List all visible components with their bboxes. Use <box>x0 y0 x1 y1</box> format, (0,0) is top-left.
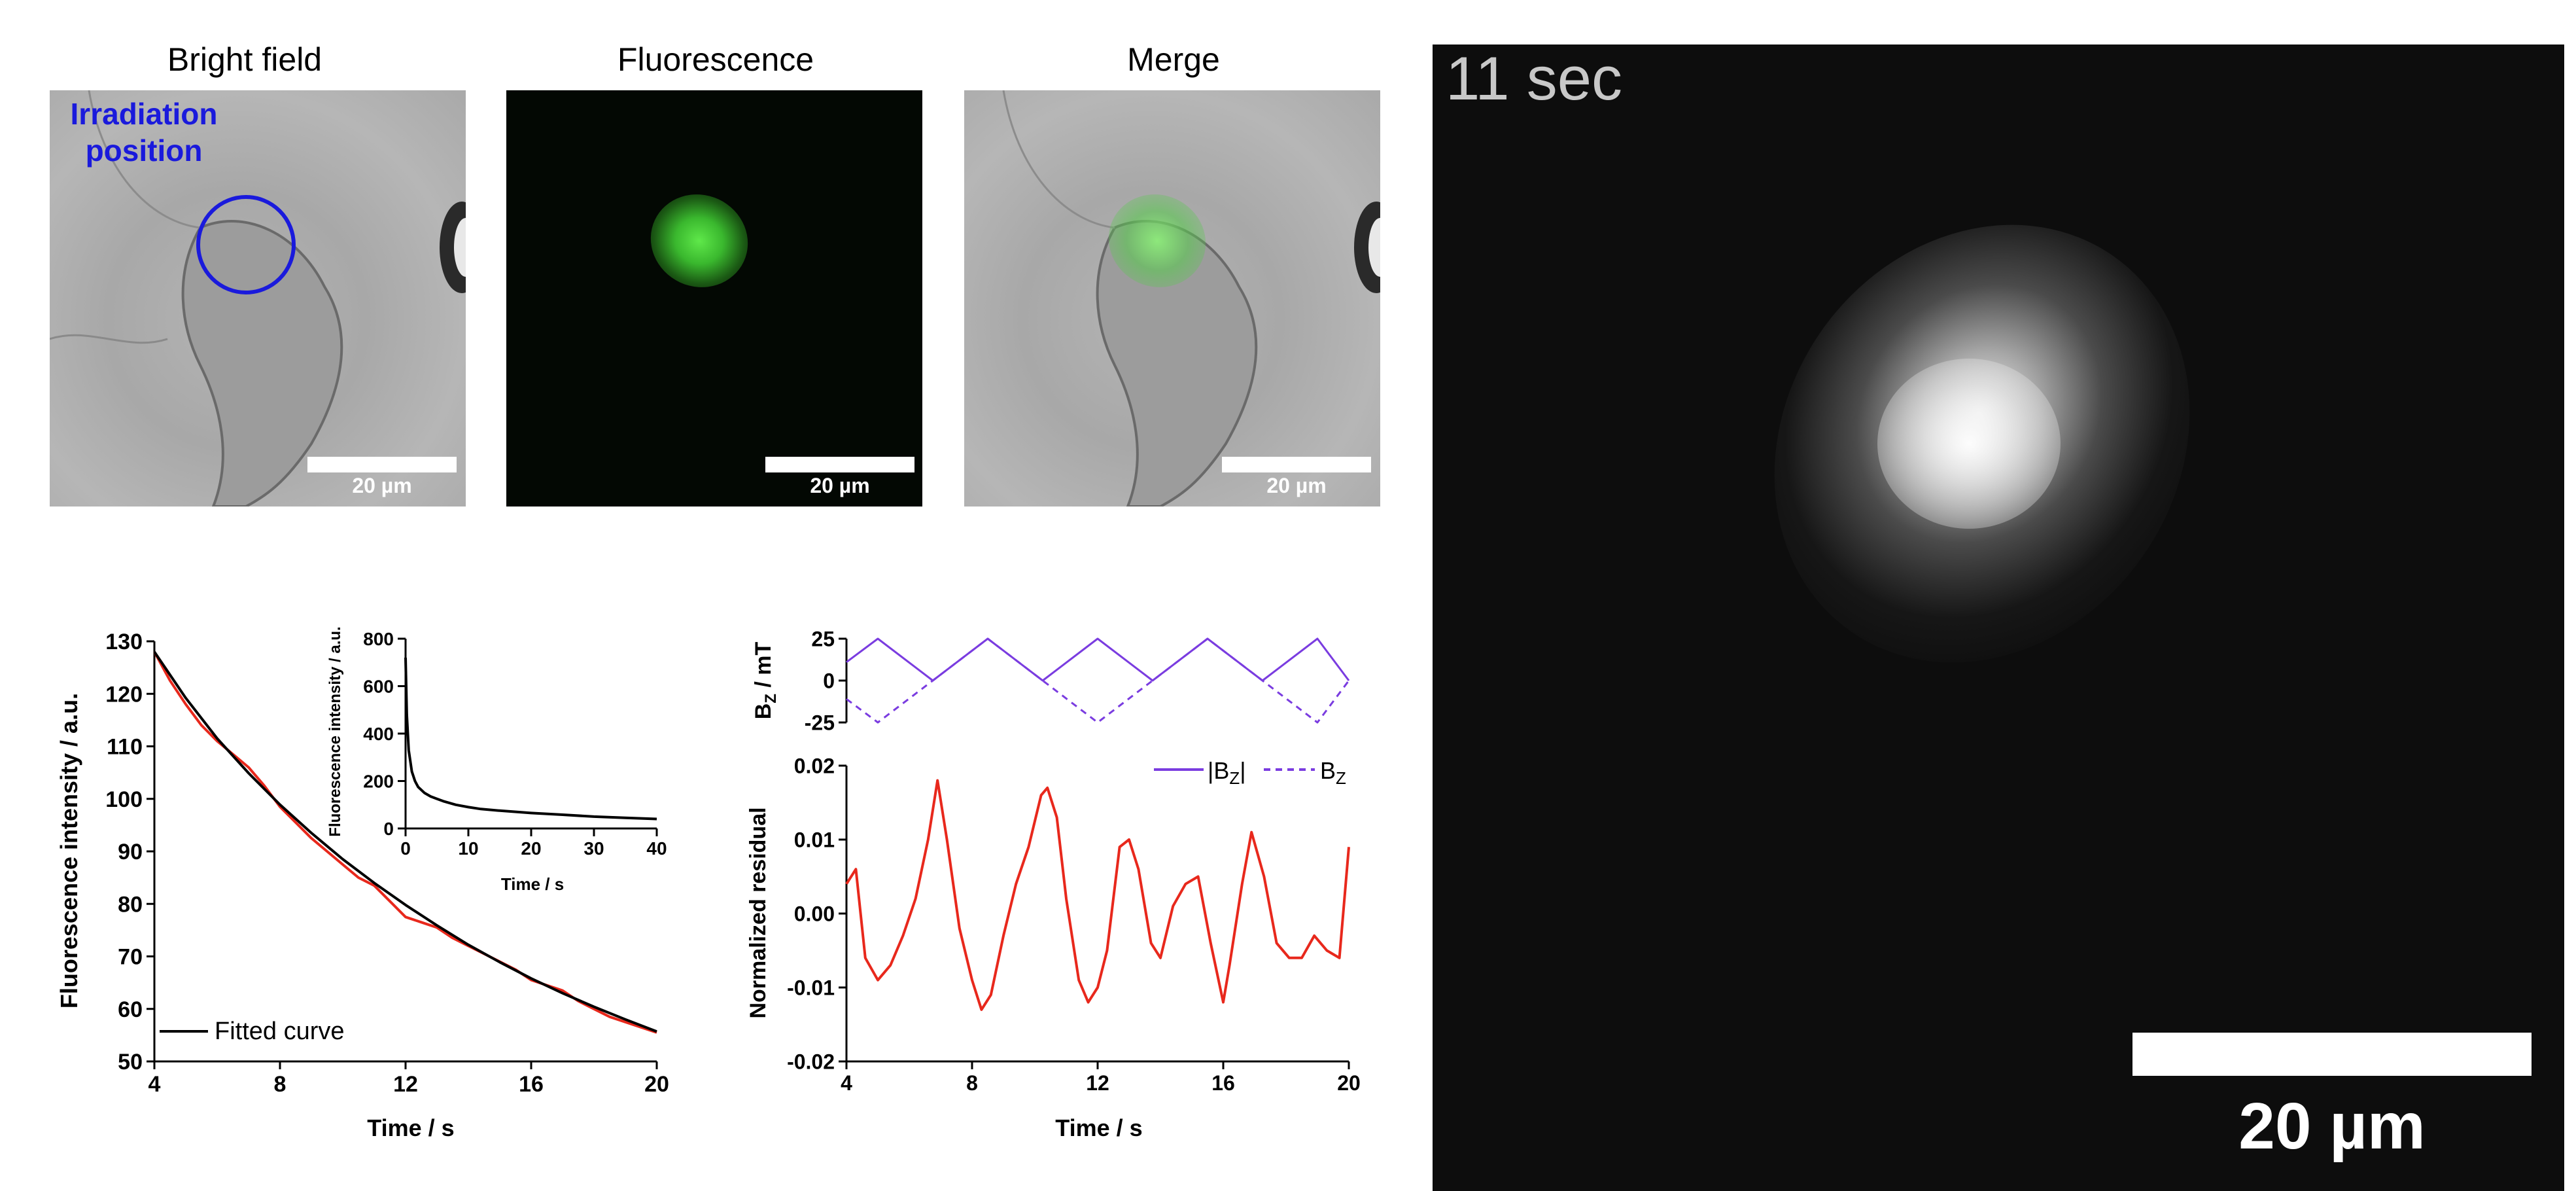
decay_inset-x-tick-label: 10 <box>458 838 478 859</box>
decay_inset-y-tick-label: 0 <box>383 819 394 839</box>
decay-legend-label: Fitted curve <box>215 1018 345 1045</box>
bright-field-scale-bar <box>307 457 457 472</box>
field-y-tick-label: -25 <box>805 711 835 735</box>
live-cell-core <box>1877 359 2061 529</box>
merge-title: Merge <box>1127 41 1220 78</box>
merge-image: 20 µm <box>964 90 1380 507</box>
inset-decay-series <box>404 657 657 821</box>
decay-x-axis-label: Time / s <box>367 1114 454 1141</box>
residual-x-tick-label: 4 <box>841 1071 852 1095</box>
merge-scale-label: 20 µm <box>1266 474 1327 497</box>
field-abs-series <box>846 637 1350 682</box>
residual-x-tick-label: 16 <box>1211 1071 1235 1095</box>
residual-y-tick-label: 0.01 <box>794 828 835 852</box>
decay-x-tick-label: 20 <box>644 1072 669 1097</box>
time-stamp: 11 sec <box>1446 44 1622 113</box>
live-scale-bar <box>2132 1033 2532 1076</box>
decay_inset-x-tick-label: 0 <box>400 838 411 859</box>
decay-y-axis-label: Fluorescence intensity / a.u. <box>56 693 82 1008</box>
decay_inset-y-tick-label: 600 <box>363 677 394 697</box>
field-signed-series <box>846 637 1350 724</box>
fluorescence-title: Fluorescence <box>617 41 814 78</box>
decay-y-tick-label: 70 <box>118 945 143 970</box>
decay_inset-y-tick-label: 800 <box>363 629 394 649</box>
decay-y-tick-label: 80 <box>118 892 143 917</box>
field-legend-label-signed: BZ <box>1320 757 1346 788</box>
merge-cell <box>1002 90 1380 507</box>
irradiation-position-label: Irradiation position <box>52 96 235 169</box>
fluorescence-image: 20 µm <box>506 90 922 507</box>
bright-field-title: Bright field <box>167 41 322 78</box>
residual-y-axis-label: Normalized residual <box>746 807 771 1018</box>
decay-y-tick-label: 110 <box>107 735 143 760</box>
residual-y-tick-label: 0.02 <box>794 755 835 778</box>
bright-field-image: Irradiation position 20 µm <box>50 90 466 507</box>
decay_inset-y-tick-label: 200 <box>363 772 394 792</box>
decay-x-tick-label: 16 <box>519 1072 544 1097</box>
residual-y-tick-label: -0.01 <box>787 976 835 1000</box>
decay-y-tick-label: 50 <box>118 1050 143 1075</box>
residual-x-axis-label: Time / s <box>1055 1114 1142 1141</box>
irradiation-label-line2: position <box>85 133 203 168</box>
charts-canvas: Fluorescence intensity / a.u. Time / s F… <box>56 626 1361 1141</box>
decay-x-tick-label: 4 <box>148 1072 161 1097</box>
field-y-tick-label: 0 <box>823 669 835 693</box>
field-legend-label-abs: |BZ| <box>1208 757 1246 788</box>
bright-field-cell <box>50 90 466 507</box>
live-cell-image: 11 sec 20 µm <box>1433 44 2564 1191</box>
irradiation-circle <box>196 195 296 294</box>
field-y-axis-label: BZ / mT <box>751 641 780 719</box>
decay-y-tick-label: 60 <box>118 997 143 1022</box>
bright-field-scale-label: 20 µm <box>352 474 412 497</box>
decay-y-tick-label: 130 <box>105 630 143 654</box>
decay_inset-x-tick-label: 40 <box>646 838 667 859</box>
fluorescence-scale-bar <box>765 457 914 472</box>
decay-y-tick-label: 100 <box>105 787 143 812</box>
inset-x-axis-label: Time / s <box>501 874 564 894</box>
decay-y-tick-label: 120 <box>105 682 143 707</box>
residual-x-tick-label: 8 <box>966 1071 978 1095</box>
decay_inset-x-tick-label: 30 <box>583 838 604 859</box>
residual-y-tick-label: -0.02 <box>787 1050 835 1074</box>
irradiation-label-line1: Irradiation <box>70 97 218 131</box>
live-scale-label: 20 µm <box>2238 1090 2426 1163</box>
decay_inset-y-tick-label: 400 <box>363 724 394 744</box>
residual-y-tick-label: 0.00 <box>794 902 835 926</box>
decay-y-tick-label: 90 <box>118 840 143 864</box>
decay-x-tick-label: 8 <box>274 1072 287 1097</box>
residual-x-tick-label: 20 <box>1337 1071 1361 1095</box>
residual-series <box>845 779 1350 1011</box>
field-y-tick-label: 25 <box>811 628 835 651</box>
residual-x-tick-label: 12 <box>1086 1071 1109 1095</box>
fluorescence-scale-label: 20 µm <box>810 474 870 497</box>
decay_inset-x-tick-label: 20 <box>521 838 541 859</box>
decay-x-tick-label: 12 <box>393 1072 418 1097</box>
decay-fitted-series <box>153 650 657 1033</box>
merge-scale-bar <box>1222 457 1371 472</box>
inset-y-axis-label: Fluorescence intensity / a.u. <box>326 626 344 836</box>
